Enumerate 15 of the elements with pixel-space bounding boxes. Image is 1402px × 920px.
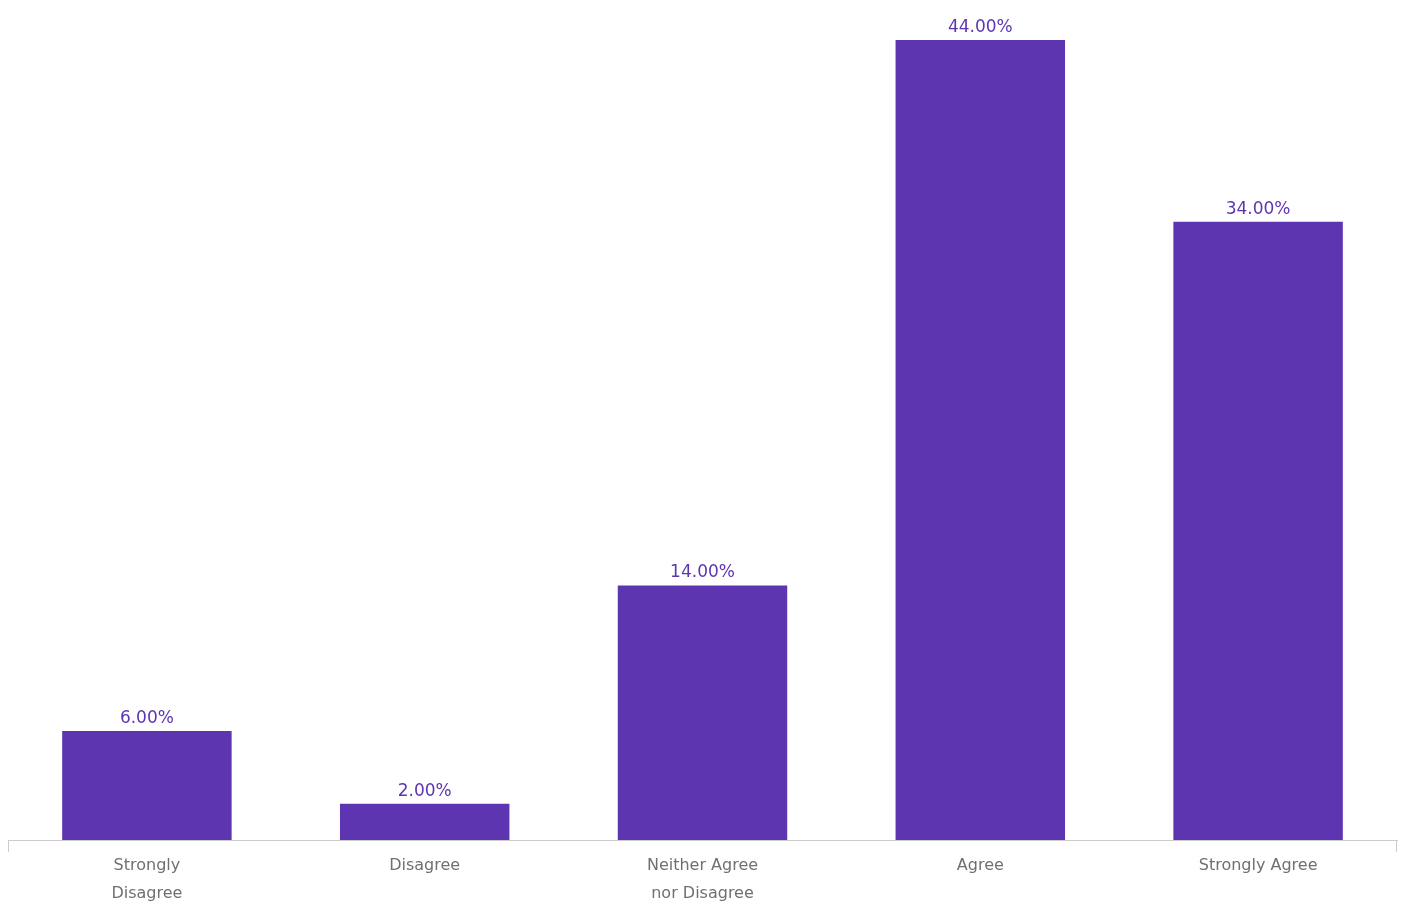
bar: [62, 730, 232, 840]
data-label: 44.00%: [947, 15, 1013, 36]
data-label: 2.00%: [397, 779, 452, 800]
bar: [895, 40, 1066, 840]
x-tick-label: Disagree: [389, 855, 461, 875]
bar: [339, 803, 510, 840]
bar: [617, 585, 788, 840]
x-tick-label: Strongly Agree: [1198, 855, 1318, 875]
x-tick-label: Agree: [956, 855, 1004, 875]
x-tick-label: Neither Agree nor Disagree: [646, 855, 759, 903]
x-tick-label: Strongly Disagree: [111, 855, 183, 903]
data-label: 14.00%: [670, 561, 735, 582]
data-label: 34.00%: [1225, 197, 1291, 218]
data-label: 6.00%: [119, 706, 174, 727]
bar: [1173, 221, 1343, 840]
